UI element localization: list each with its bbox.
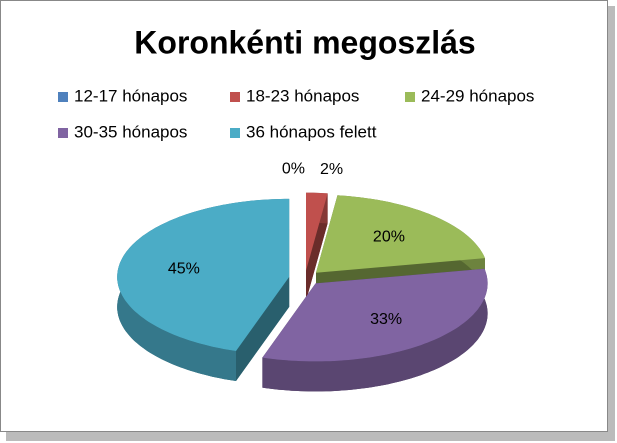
slice-side [262,268,488,392]
legend-swatch [230,128,240,138]
legend-swatch [230,92,240,102]
legend-label: 36 hónapos felett [246,122,377,141]
slice-edge [236,276,290,381]
data-label: 33% [370,311,402,328]
data-label: 0% [282,161,305,178]
pie-slice [117,198,290,351]
legend-swatch [58,92,68,102]
legend-label: 18-23 hónapos [246,86,359,105]
pie-slice [316,195,485,273]
pie-slice [262,268,488,362]
legend-label: 24-29 hónapos [421,86,534,105]
pie-slice [306,192,328,271]
legend-label: 30-35 hónapos [74,122,187,141]
data-label: 2% [320,161,343,178]
data-label: 20% [373,229,405,246]
legend-label: 12-17 hónapos [74,86,187,105]
legend-swatch [58,128,68,138]
legend-swatch [405,92,415,102]
data-label: 45% [168,261,200,278]
chart-title: Koronkénti megoszlás [134,24,475,60]
